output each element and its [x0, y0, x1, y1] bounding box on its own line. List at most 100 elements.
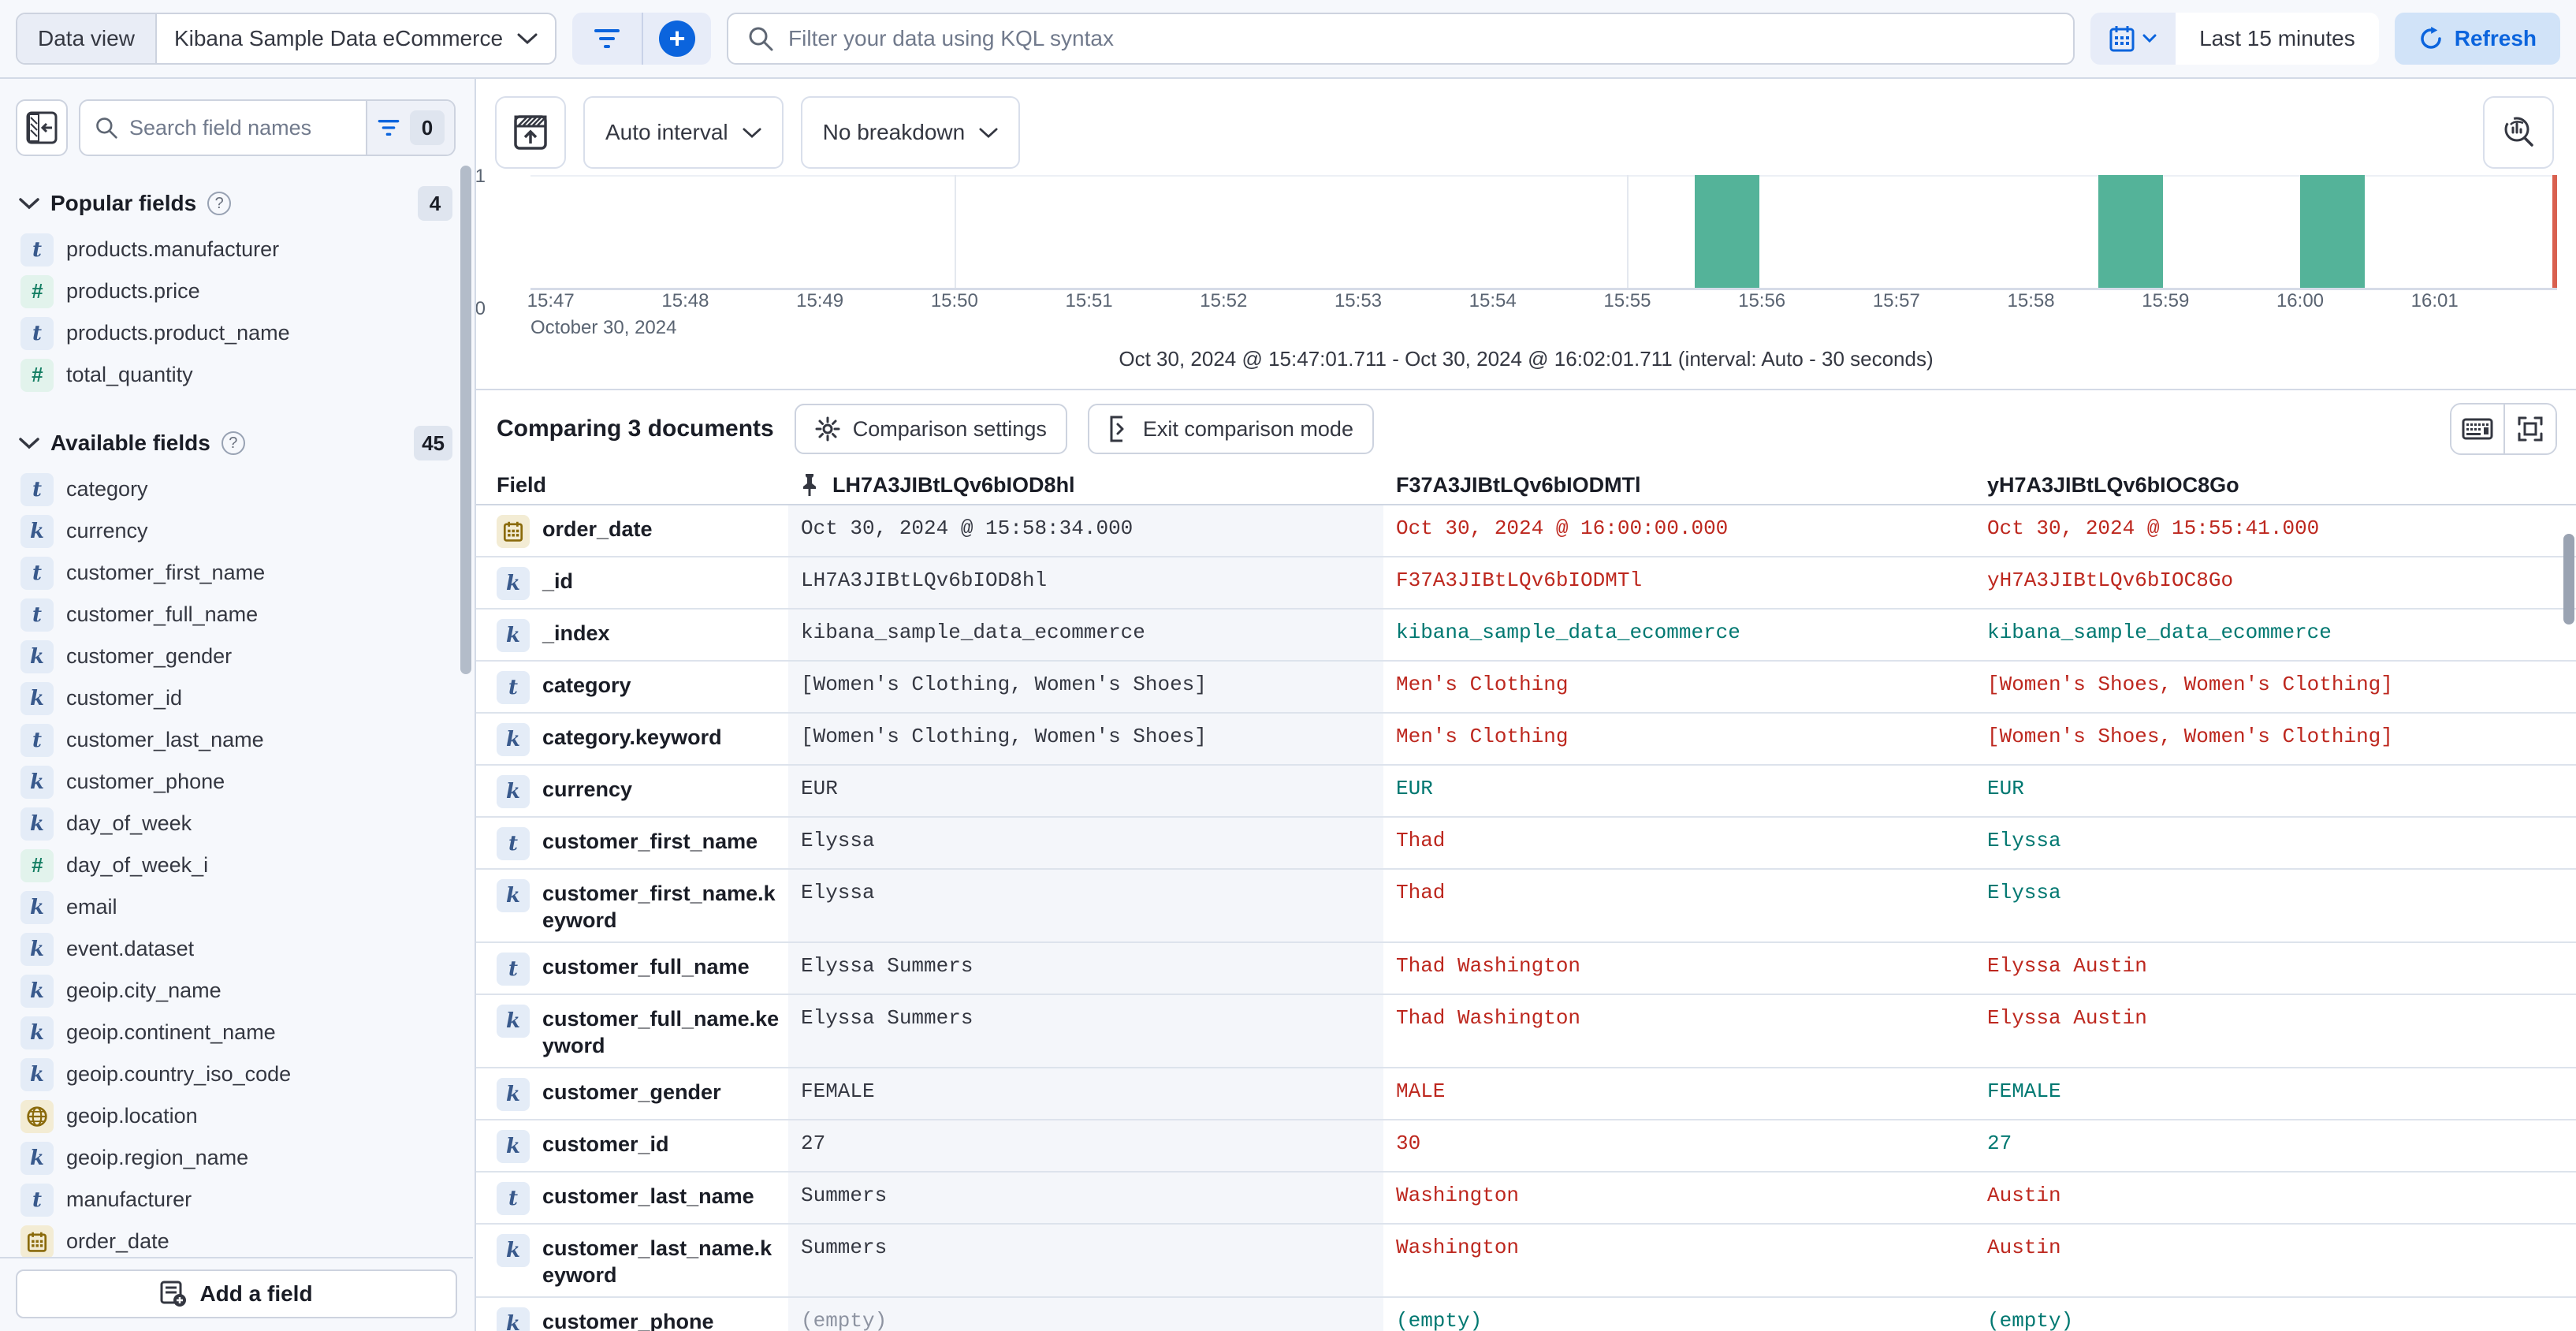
keyword-field-icon: k: [20, 807, 54, 841]
available-field-customer_id[interactable]: k customer_id: [16, 677, 456, 719]
add-filter-button[interactable]: +: [642, 13, 711, 65]
histogram-bar[interactable]: [2098, 175, 2164, 288]
field-search-input[interactable]: Search field names: [80, 116, 366, 140]
available-field-day_of_week[interactable]: k day_of_week: [16, 803, 456, 844]
field-label: category: [66, 477, 148, 501]
refresh-button[interactable]: Refresh: [2394, 13, 2560, 65]
text-field-icon: t: [497, 953, 530, 986]
number-field-icon: #: [20, 358, 54, 392]
text-field-icon: t: [20, 598, 54, 632]
date-field-icon: [20, 1225, 54, 1258]
field-name: customer_last_name: [542, 1184, 754, 1208]
value-cell-pinned: Elyssa: [788, 818, 1383, 868]
available-fields-title: Available fields: [50, 431, 210, 455]
available-field-customer_full_name[interactable]: t customer_full_name: [16, 594, 456, 636]
available-field-customer_phone[interactable]: k customer_phone: [16, 761, 456, 803]
comparison-settings-label: Comparison settings: [852, 416, 1047, 441]
histogram-plot-area: [530, 175, 2557, 290]
field-name: customer_last_name.keyword: [542, 1236, 772, 1287]
available-field-email[interactable]: k email: [16, 886, 456, 928]
available-field-category[interactable]: t category: [16, 468, 456, 510]
field-search: Search field names 0: [79, 99, 456, 156]
x-axis-tick-label: 15:51: [1065, 290, 1113, 311]
number-field-icon: #: [20, 848, 54, 882]
kql-search-input[interactable]: Filter your data using KQL syntax: [727, 13, 2075, 65]
available-field-event.dataset[interactable]: k event.dataset: [16, 928, 456, 970]
value-cell-pinned: EUR: [788, 766, 1383, 816]
popular-field-products.manufacturer[interactable]: t products.manufacturer: [16, 229, 456, 270]
field-filter-button[interactable]: 0: [366, 101, 454, 155]
breakdown-dropdown[interactable]: No breakdown: [800, 96, 1021, 169]
discover-main: Auto interval No breakdown 1 0 15: [476, 79, 2576, 1331]
value-cell: Oct 30, 2024 @ 16:00:00.000: [1396, 516, 1729, 540]
doc-column-header: yH7A3JIBtLQv6bIOC8Go: [1975, 466, 2557, 504]
exit-comparison-button[interactable]: Exit comparison mode: [1087, 404, 1374, 454]
x-axis-tick-label: 15:52: [1200, 290, 1248, 311]
field-cell: k customer_gender: [476, 1068, 788, 1119]
field-label: geoip.location: [66, 1104, 198, 1128]
filter-menu-button[interactable]: [572, 13, 642, 65]
field-cell: k _id: [476, 557, 788, 608]
available-field-customer_last_name[interactable]: t customer_last_name: [16, 719, 456, 761]
field-label: products.manufacturer: [66, 237, 280, 261]
available-field-geoip.region_name[interactable]: k geoip.region_name: [16, 1137, 456, 1179]
chevron-down-icon: [19, 438, 39, 449]
sidebar-scrollbar[interactable]: [460, 166, 471, 674]
value-cell-pinned: Elyssa: [788, 870, 1383, 941]
available-field-currency[interactable]: k currency: [16, 510, 456, 552]
popular-field-total_quantity[interactable]: # total_quantity: [16, 354, 456, 396]
date-popover-button[interactable]: [2090, 13, 2176, 65]
available-field-geoip.country_iso_code[interactable]: k geoip.country_iso_code: [16, 1053, 456, 1095]
table-scrollbar[interactable]: [2563, 534, 2574, 624]
available-field-customer_gender[interactable]: k customer_gender: [16, 636, 456, 677]
field-label: products.product_name: [66, 321, 290, 345]
available-field-geoip.location[interactable]: geoip.location: [16, 1095, 456, 1137]
histogram-bar[interactable]: [1694, 175, 1760, 288]
keyword-field-icon: k: [20, 1141, 54, 1175]
add-field-button[interactable]: Add a field: [16, 1269, 457, 1318]
available-field-manufacturer[interactable]: t manufacturer: [16, 1179, 456, 1221]
popular-fields-count: 4: [418, 186, 452, 221]
value-cell: yH7A3JIBtLQv6bIOC8Go: [1987, 569, 2234, 592]
geo-point-field-icon: [20, 1099, 54, 1133]
histogram-bar[interactable]: [2299, 175, 2366, 288]
globe-icon: [27, 1105, 47, 1127]
collapse-sidebar-button[interactable]: [16, 99, 68, 156]
hide-chart-button[interactable]: [495, 96, 566, 169]
current-time-marker: [2552, 175, 2557, 288]
keyword-field-icon: k: [497, 1234, 530, 1267]
keyboard-shortcuts-button[interactable]: [2451, 405, 2503, 453]
value-cell: Elyssa Austin: [1987, 954, 2147, 978]
value-cell: Elyssa: [1987, 881, 2061, 904]
available-fields-header[interactable]: Available fields ? 45: [19, 426, 452, 460]
field-name: _index: [542, 621, 610, 645]
popular-fields-header[interactable]: Popular fields ? 4: [19, 186, 452, 221]
available-field-geoip.city_name[interactable]: k geoip.city_name: [16, 970, 456, 1012]
date-field-icon: [497, 515, 530, 548]
interval-dropdown[interactable]: Auto interval: [583, 96, 784, 169]
keyword-field-icon: k: [20, 890, 54, 924]
x-gridline: [1627, 175, 1629, 288]
available-field-customer_first_name[interactable]: t customer_first_name: [16, 552, 456, 594]
gear-icon: [815, 416, 840, 442]
comparison-settings-button[interactable]: Comparison settings: [794, 404, 1067, 454]
field-label: customer_id: [66, 686, 183, 710]
value-cell: MALE: [1396, 1079, 1446, 1103]
plus-icon: +: [659, 21, 696, 57]
breakdown-value: No breakdown: [822, 120, 966, 144]
fullscreen-button[interactable]: [2503, 405, 2556, 453]
chevron-down-icon: [743, 128, 761, 138]
available-field-day_of_week_i[interactable]: # day_of_week_i: [16, 844, 456, 886]
available-field-geoip.continent_name[interactable]: k geoip.continent_name: [16, 1012, 456, 1053]
time-range-value[interactable]: Last 15 minutes: [2199, 26, 2355, 50]
histogram-chart[interactable]: 1 0 15:47 15:48 15:49 15:50 15:51 15:52 15:53 1…: [476, 166, 2557, 338]
field-label: currency: [66, 519, 148, 542]
popular-field-products.product_name[interactable]: t products.product_name: [16, 312, 456, 354]
field-search-placeholder: Search field names: [129, 115, 312, 140]
popular-field-products.price[interactable]: # products.price: [16, 270, 456, 312]
x-axis-ticks: 15:47 15:48 15:49 15:50 15:51 15:52 15:53 15:54…: [527, 290, 2557, 314]
available-field-order_date[interactable]: order_date: [16, 1221, 456, 1262]
edit-visualization-button[interactable]: [2483, 96, 2554, 169]
data-view-picker[interactable]: Data view Kibana Sample Data eCommerce: [16, 13, 557, 65]
value-cell-pinned: [Women's Clothing, Women's Shoes]: [788, 662, 1383, 712]
